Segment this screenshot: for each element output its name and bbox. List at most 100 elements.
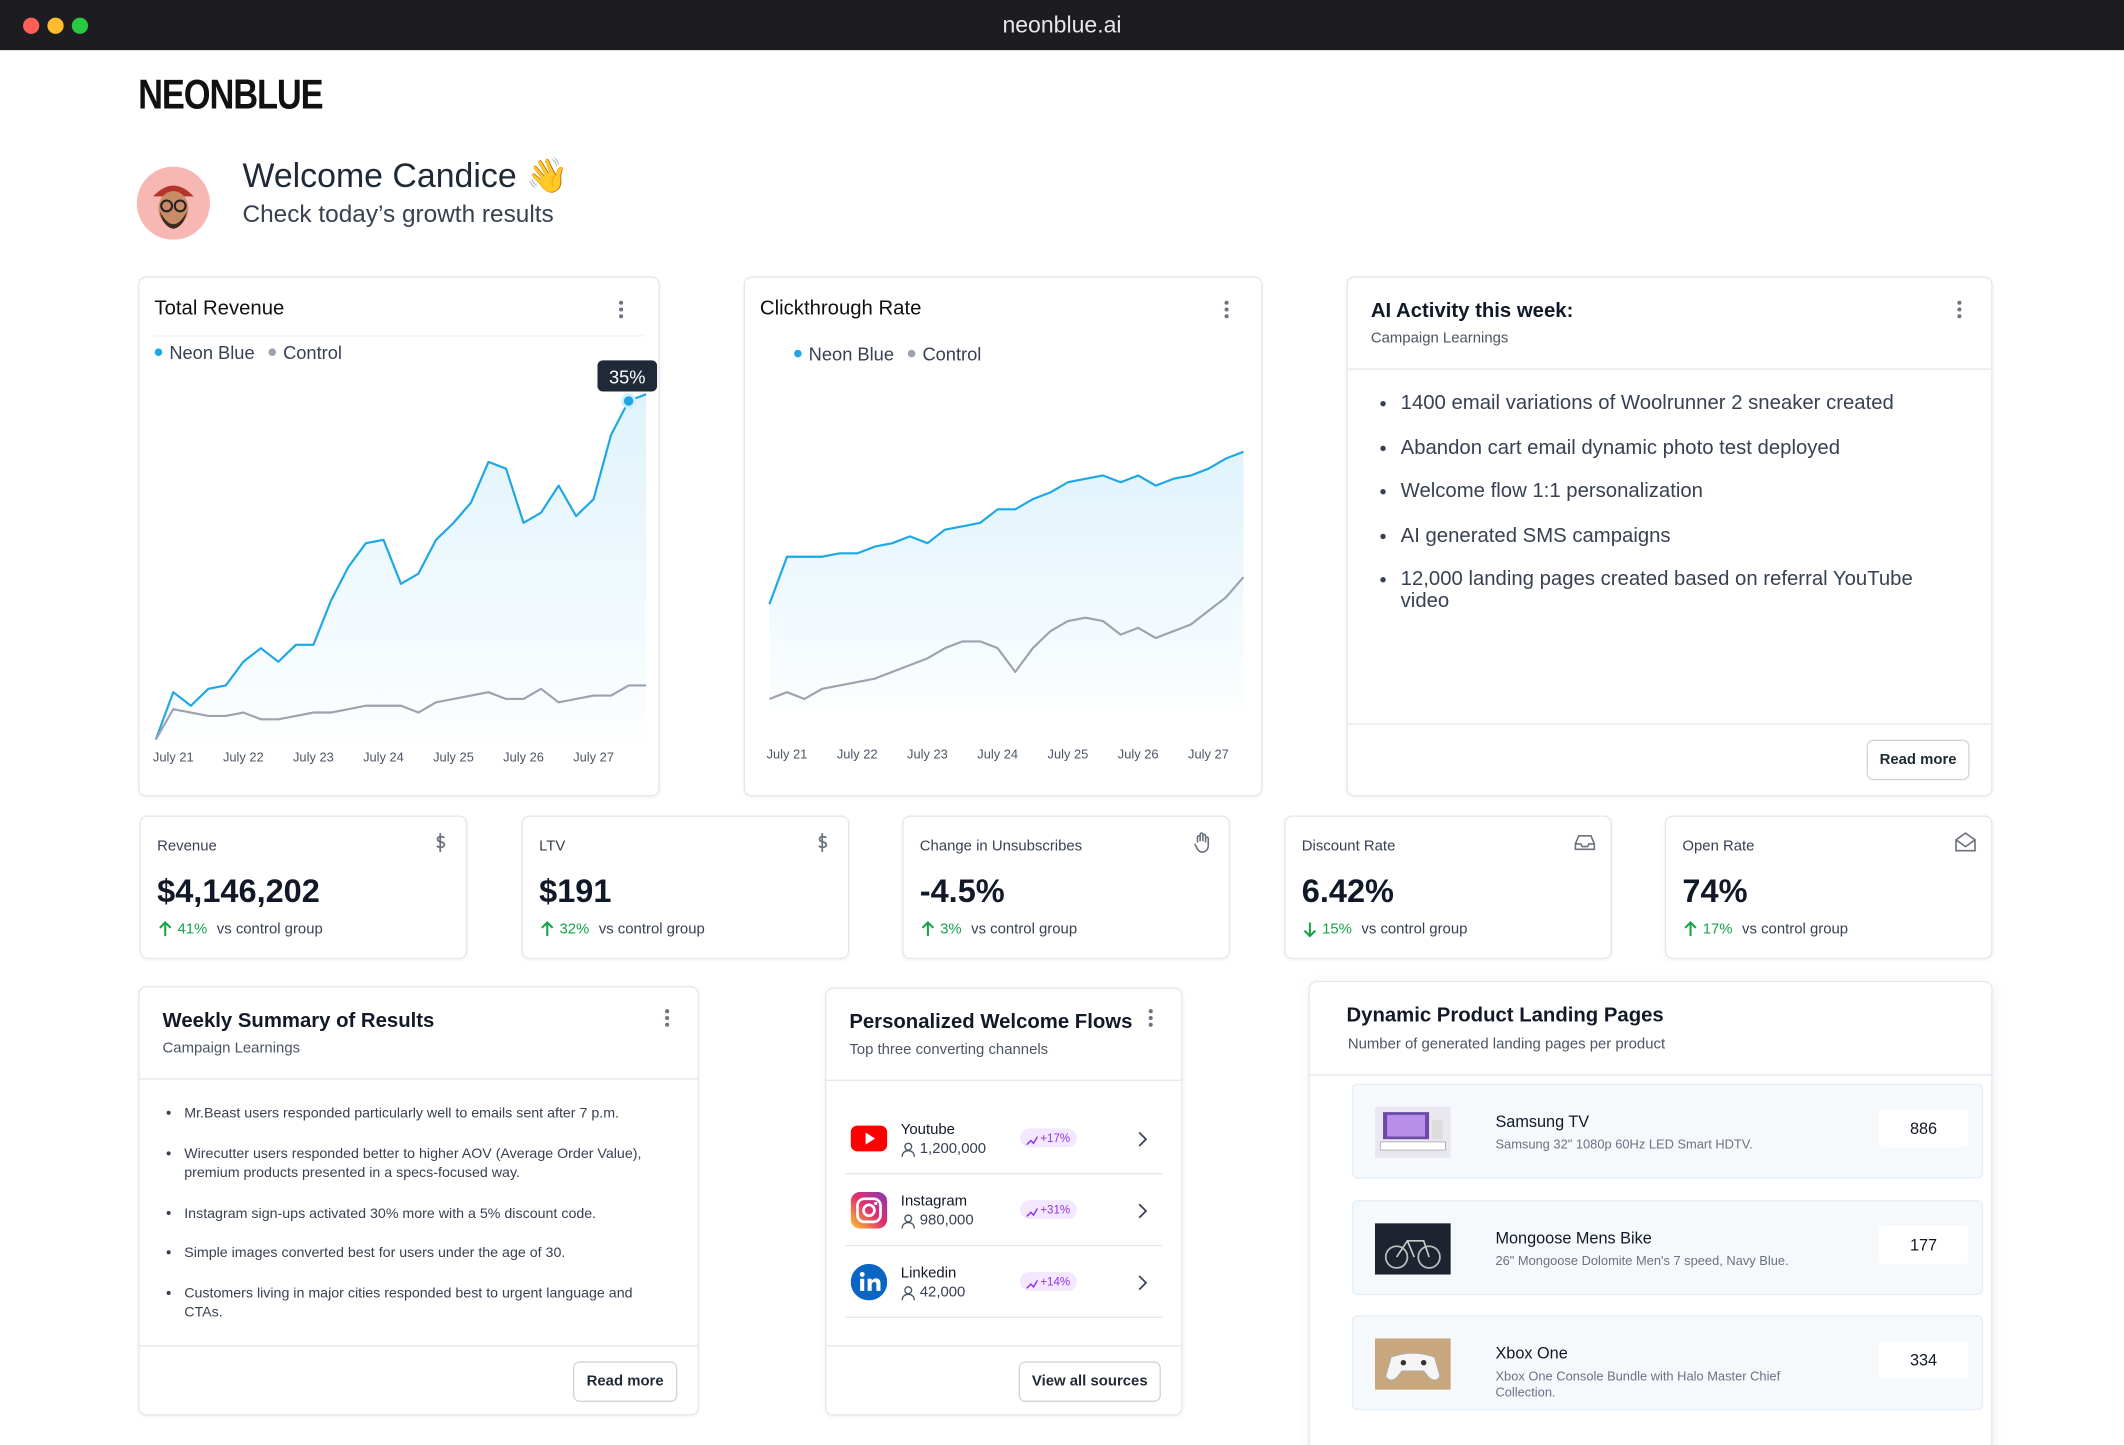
series-line bbox=[154, 393, 647, 740]
change-badge: +14% bbox=[1020, 1271, 1077, 1291]
card-title: Weekly Summary of Results bbox=[162, 1009, 435, 1033]
bullet-list: 1400 email variations of Woolrunner 2 sn… bbox=[1401, 392, 1950, 635]
x-tick-label: July 25 bbox=[1048, 747, 1089, 762]
kpi-change: 17% bbox=[1702, 921, 1733, 938]
weekly-summary-card: Weekly Summary of Results Campaign Learn… bbox=[138, 986, 699, 1416]
legend-swatch bbox=[907, 349, 916, 358]
read-more-button[interactable]: Read more bbox=[572, 1361, 678, 1403]
close-button[interactable] bbox=[23, 17, 40, 34]
row-divider bbox=[845, 1173, 1163, 1175]
bullet-list: Mr.Beast users responded particularly we… bbox=[184, 1104, 672, 1343]
line-chart: Neon Blue Control July 21 July 22 July 23 Jul… bbox=[767, 343, 1245, 762]
chevron bbox=[1135, 1273, 1149, 1291]
welcome-title: Welcome Candice 👋 bbox=[242, 157, 569, 196]
card-subtitle: Number of generated landing pages per pr… bbox=[1347, 1036, 1666, 1053]
channel-row[interactable]: Linkedin 42,000 +14% bbox=[826, 1244, 1181, 1319]
list-item: 12,000 landing pages created based on re… bbox=[1401, 568, 1950, 612]
user-icon bbox=[901, 1213, 916, 1228]
kpi-change-row: 17% vs control group bbox=[1682, 921, 1848, 937]
kpi-value: -4.5% bbox=[919, 873, 1005, 911]
product-name: Samsung TV bbox=[1495, 1112, 1590, 1132]
x-tick-label: July 24 bbox=[363, 749, 404, 764]
card-subtitle: Campaign Learnings bbox=[162, 1040, 301, 1057]
user-icon bbox=[901, 1141, 916, 1157]
menu-button[interactable] bbox=[1224, 300, 1229, 321]
series-line bbox=[768, 450, 1244, 605]
badge-icon bbox=[1025, 1204, 1039, 1217]
channel-icon bbox=[850, 1263, 888, 1301]
view-all-button[interactable]: View all sources bbox=[1018, 1361, 1161, 1403]
list-item: Wirecutter users responded better to hig… bbox=[184, 1144, 672, 1183]
avatar[interactable] bbox=[136, 166, 210, 240]
list-item: 1400 email variations of Woolrunner 2 sn… bbox=[1401, 392, 1950, 415]
channel-row[interactable]: Youtube 1,200,000 +17% bbox=[826, 1103, 1181, 1175]
x-tick-label: July 21 bbox=[153, 749, 194, 764]
channel-followers: 42,000 bbox=[919, 1284, 966, 1301]
product-row[interactable]: Mongoose Mens Bike 26" Mongoose Dolomite … bbox=[1351, 1199, 1984, 1295]
card-title: Dynamic Product Landing Pages bbox=[1346, 1003, 1664, 1027]
kpi-card: Revenue $4,146,202 41% vs control group bbox=[139, 815, 468, 960]
ai-activity-card: AI Activity this week: Campaign Learning… bbox=[1346, 276, 1993, 797]
product-row[interactable]: Xbox One Xbox One Console Bundle with Hal… bbox=[1351, 1315, 1984, 1411]
channel-name: Instagram bbox=[900, 1193, 968, 1210]
tooltip-box bbox=[597, 360, 658, 392]
product-description: Samsung 32" 1080p 60Hz LED Smart HDTV. bbox=[1495, 1137, 1753, 1153]
kpi-value: 6.42% bbox=[1301, 873, 1394, 911]
list-item: Instagram sign-ups activated 30% more wi… bbox=[184, 1204, 672, 1224]
list-item: Customers living in major cities respond… bbox=[184, 1283, 672, 1322]
kpi-change: 41% bbox=[177, 921, 208, 938]
change-badge: +31% bbox=[1020, 1200, 1077, 1220]
kpi-note: vs control group bbox=[216, 921, 323, 938]
user-icon bbox=[901, 1285, 916, 1300]
menu-button[interactable] bbox=[665, 1009, 670, 1029]
channel-name: Linkedin bbox=[900, 1265, 957, 1282]
revenue-card: Total Revenue Neon Blue Control July 21 July… bbox=[138, 276, 660, 797]
kpi-change-row: 32% vs control group bbox=[539, 921, 705, 937]
chevron bbox=[1135, 1202, 1149, 1219]
legend-label: Neon Blue bbox=[809, 343, 894, 364]
channel-followers: 1,200,000 bbox=[919, 1140, 987, 1157]
badge-icon bbox=[1025, 1132, 1039, 1145]
trend-arrow bbox=[1682, 921, 1698, 937]
minimize-button[interactable] bbox=[47, 17, 64, 34]
url: neonblue.ai bbox=[1002, 12, 1122, 38]
card-title: AI Activity this week: bbox=[1370, 299, 1574, 323]
channel-row[interactable]: Instagram 980,000 +31% bbox=[826, 1173, 1181, 1246]
badge-icon bbox=[1025, 1275, 1039, 1289]
product-count: 886 bbox=[1878, 1109, 1969, 1148]
change-badge: +17% bbox=[1020, 1128, 1077, 1148]
legend-label: Control bbox=[283, 342, 342, 363]
maximize-button[interactable] bbox=[71, 17, 89, 34]
kpi-card: LTV $191 32% vs control group bbox=[521, 815, 850, 960]
title-bar: neonblue.ai bbox=[0, 0, 2124, 51]
read-more-button[interactable]: Read more bbox=[1866, 739, 1970, 781]
kpi-note: vs control group bbox=[598, 921, 705, 938]
card-title: Clickthrough Rate bbox=[759, 296, 922, 320]
badge-value: +17% bbox=[1040, 1131, 1071, 1145]
kpi-note: vs control group bbox=[1742, 921, 1849, 938]
kpi-change-row: 15% vs control group bbox=[1302, 921, 1467, 938]
tooltip-point bbox=[621, 393, 637, 409]
legend-label: Neon Blue bbox=[169, 342, 254, 363]
kpi-label: Open Rate bbox=[1682, 838, 1755, 855]
kpi-label: LTV bbox=[539, 838, 566, 855]
logo[interactable]: NEONBLUE bbox=[138, 70, 323, 118]
x-tick-label: July 26 bbox=[503, 749, 544, 764]
kpi-change: 15% bbox=[1322, 921, 1352, 938]
landing-pages-card: Dynamic Product Landing Pages Number of … bbox=[1308, 980, 1993, 1445]
menu-button[interactable] bbox=[1148, 1009, 1153, 1029]
x-tick-label: July 24 bbox=[977, 747, 1018, 762]
badge-value: +14% bbox=[1040, 1274, 1071, 1289]
menu-button[interactable] bbox=[1957, 300, 1962, 321]
card-subtitle: Top three converting channels bbox=[849, 1041, 1049, 1058]
product-row[interactable]: Samsung TV Samsung 32" 1080p 60Hz LED Sma… bbox=[1351, 1083, 1984, 1179]
list-item: Mr.Beast users responded particularly we… bbox=[184, 1104, 672, 1124]
menu-button[interactable] bbox=[619, 300, 624, 321]
kpi-label: Change in Unsubscribes bbox=[919, 838, 1083, 855]
series-line bbox=[769, 576, 1245, 701]
kpi-value: $191 bbox=[539, 873, 612, 911]
product-image bbox=[1374, 1106, 1451, 1159]
x-tick-label: July 22 bbox=[223, 749, 264, 764]
kpi-card: Change in Unsubscribes -4.5% 3% vs control … bbox=[902, 815, 1230, 960]
row-divider bbox=[845, 1316, 1163, 1319]
